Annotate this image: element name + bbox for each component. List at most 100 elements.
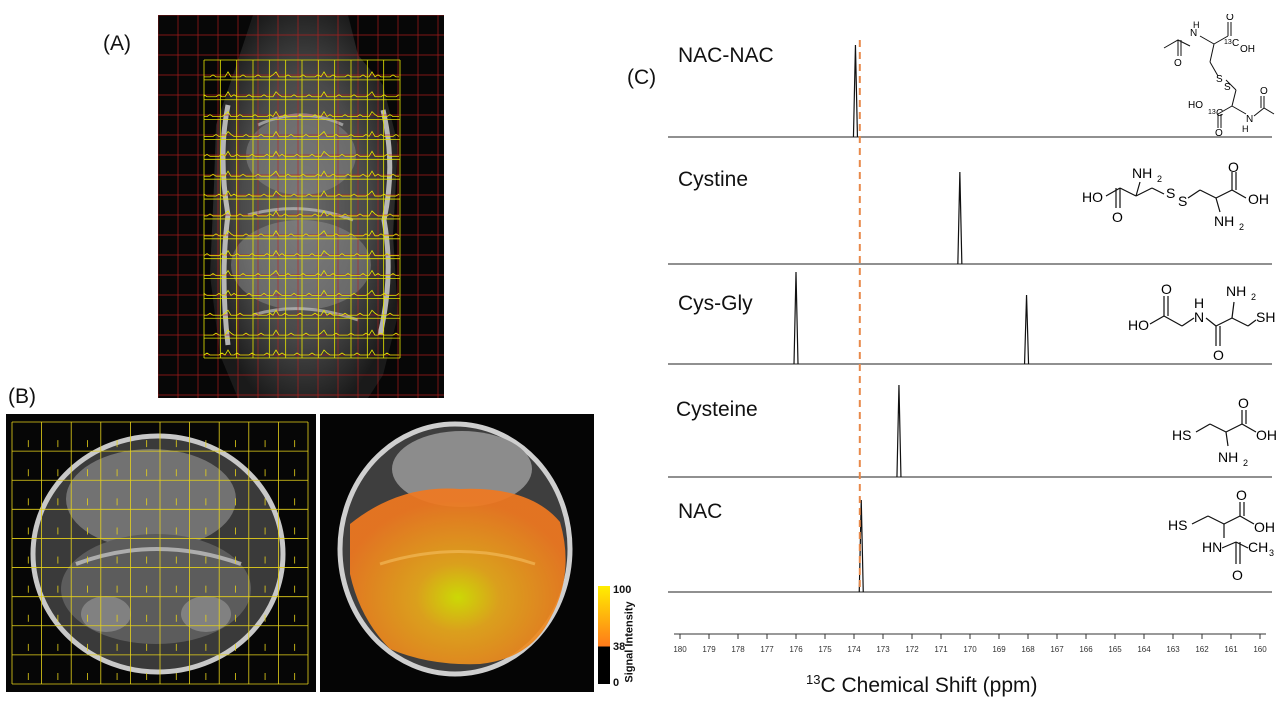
nacnac-atom-s2: S — [1224, 82, 1231, 93]
x-axis-tick-label: 175 — [818, 645, 832, 654]
structure-nac-nac: N H 13 C OH O O S S HO 13 C H N O O — [1163, 14, 1275, 136]
structure-cys-gly: NH 2 HO H N SH O O — [1128, 281, 1275, 363]
structure-nac: HS OH O HN CH 3 O — [1168, 487, 1275, 583]
spectrum-label-cysteine: Cysteine — [676, 398, 758, 421]
colorbar-tick-max: 100 — [613, 584, 632, 596]
cystine-sub-2a: 2 — [1157, 174, 1162, 184]
nac-atom-o1: O — [1236, 487, 1247, 503]
cystine-atom-o2: O — [1228, 160, 1239, 175]
nac-atom-hn: HN — [1202, 539, 1222, 555]
cysgly-atom-nh2: NH — [1226, 283, 1246, 299]
nmr-spectra-chart: 180 179 178 177 176 175 174 173 172 171 170 169 168 1… — [668, 40, 1272, 654]
nacnac-atom-o4: O — [1260, 86, 1268, 97]
signal-intensity-overlay — [320, 414, 594, 692]
x-axis-tick-label: 165 — [1108, 645, 1122, 654]
colorbar-tick-mid: 38 — [613, 641, 626, 653]
cystine-sub-2b: 2 — [1239, 222, 1244, 232]
cystine-atom-s2: S — [1178, 193, 1187, 209]
x-axis-tick-label: 166 — [1079, 645, 1093, 654]
cysgly-sub-2: 2 — [1251, 292, 1256, 302]
cysgly-atom-sh: SH — [1256, 309, 1275, 325]
coronal-mri-drawing — [158, 15, 444, 398]
x-axis-tick-label: 167 — [1050, 645, 1064, 654]
x-axis-tick-label: 177 — [760, 645, 774, 654]
cystine-atom-ho: HO — [1082, 189, 1103, 205]
structure-cystine: NH 2 HO S S OH O O NH 2 — [1082, 160, 1269, 232]
cystine-atom-o1: O — [1112, 209, 1123, 225]
nacnac-atom-s1: S — [1216, 74, 1223, 85]
x-axis-tick-label: 178 — [731, 645, 745, 654]
axial-mri-overlay — [320, 414, 594, 692]
spectrum-peak — [852, 44, 859, 138]
x-axis-tick-label: 176 — [789, 645, 803, 654]
nac-atom-ch3: CH — [1248, 539, 1268, 555]
cysteine-atom-hs: HS — [1172, 427, 1191, 443]
cysgly-atom-h: H — [1194, 295, 1204, 311]
x-axis-tick-label: 179 — [702, 645, 716, 654]
x-axis-tick-label: 164 — [1137, 645, 1151, 654]
x-axis-title-sup: 13 — [806, 672, 821, 687]
cysteine-sub-2: 2 — [1243, 458, 1248, 468]
nacnac-atom-o1: O — [1174, 58, 1182, 69]
spectrum-peak — [1023, 294, 1030, 365]
nac-atom-hs: HS — [1168, 517, 1187, 533]
panel-label-c: (C) — [627, 66, 657, 89]
axial-mri-drawing — [6, 414, 316, 692]
cysteine-atom-oh: OH — [1256, 427, 1277, 443]
cysgly-atom-ho: HO — [1128, 317, 1149, 333]
coronal-mri-image — [158, 15, 444, 398]
panel-label-a: (A) — [103, 32, 131, 55]
nacnac-iso-13b: 13 — [1208, 109, 1216, 116]
cysteine-atom-nh2: NH — [1218, 449, 1238, 465]
x-axis-tick-label: 172 — [905, 645, 919, 654]
nacnac-atom-nb: N — [1246, 114, 1253, 125]
panel-label-b: (B) — [8, 385, 36, 408]
x-axis-tick-label: 170 — [963, 645, 977, 654]
cysteine-atom-o: O — [1238, 395, 1249, 411]
x-axis-tick-label: 163 — [1166, 645, 1180, 654]
x-axis-title: 13C Chemical Shift (ppm) — [806, 672, 1038, 698]
nacnac-atom-h1: H — [1193, 20, 1200, 30]
x-axis-tick-label: 174 — [847, 645, 861, 654]
nacnac-atom-hb: H — [1242, 124, 1249, 134]
spectrum-peak — [957, 171, 963, 265]
nac-atom-oh: OH — [1254, 519, 1275, 535]
x-axis-title-text: C Chemical Shift (ppm) — [820, 674, 1038, 697]
cystine-atom-oh: OH — [1248, 191, 1269, 207]
structure-cysteine: HS OH O NH 2 — [1172, 395, 1277, 468]
cysgly-atom-n: N — [1194, 309, 1204, 325]
colorbar-title: Signal Intensity — [623, 601, 636, 683]
x-axis-tick-label: 173 — [876, 645, 890, 654]
nacnac-iso-13a: 13 — [1224, 39, 1232, 46]
x-axis-tick-label: 171 — [934, 645, 948, 654]
nacnac-atom-oha: OH — [1240, 44, 1255, 55]
cystine-atom-nh2b: NH — [1214, 213, 1234, 229]
x-axis-tick-label: 160 — [1253, 645, 1267, 654]
nacnac-atom-o3: O — [1215, 128, 1223, 136]
nacnac-atom-hob: HO — [1188, 100, 1203, 111]
x-axis-tick-label: 162 — [1195, 645, 1209, 654]
axial-mri-spectral-grid — [6, 414, 316, 692]
nacnac-atom-cb: C — [1216, 108, 1223, 119]
nacnac-atom-ca: C — [1232, 38, 1239, 49]
spectrum-label-cystine: Cystine — [678, 168, 749, 191]
colorbar — [598, 586, 610, 684]
spectrum-label-nac-nac: NAC-NAC — [678, 44, 774, 67]
spectrum-label-nac: NAC — [678, 500, 723, 523]
nac-sub-3: 3 — [1269, 548, 1274, 558]
cystine-atom-nh2a: NH — [1132, 165, 1152, 181]
nac-atom-o2: O — [1232, 567, 1243, 583]
colorbar-tick-min: 0 — [613, 677, 620, 689]
cystine-atom-s1: S — [1166, 185, 1175, 201]
nacnac-atom-n1: N — [1190, 28, 1197, 39]
colorbar-gradient — [598, 586, 610, 684]
spectrum-peak — [793, 271, 799, 365]
x-axis-tick-label: 161 — [1224, 645, 1238, 654]
nacnac-atom-o2: O — [1226, 14, 1234, 23]
cysgly-atom-o2: O — [1213, 347, 1224, 363]
cysgly-atom-o1: O — [1161, 281, 1172, 297]
x-axis-tick-label: 168 — [1021, 645, 1035, 654]
x-axis-tick-label: 180 — [673, 645, 687, 654]
spectrum-peak — [896, 384, 902, 478]
spectrum-label-cys-gly: Cys-Gly — [678, 292, 753, 315]
